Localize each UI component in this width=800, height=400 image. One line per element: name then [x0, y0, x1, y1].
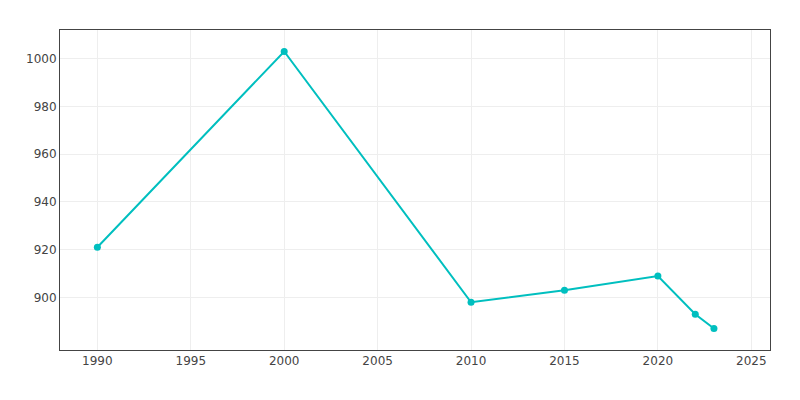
svg-text:1995: 1995: [176, 354, 207, 368]
svg-text:2025: 2025: [736, 354, 767, 368]
svg-text:2015: 2015: [549, 354, 580, 368]
svg-text:960: 960: [34, 147, 57, 161]
svg-text:2020: 2020: [643, 354, 674, 368]
svg-text:900: 900: [34, 291, 57, 305]
svg-text:2000: 2000: [269, 354, 300, 368]
svg-text:2010: 2010: [456, 354, 487, 368]
svg-text:1000: 1000: [26, 52, 57, 66]
svg-text:1990: 1990: [82, 354, 113, 368]
svg-text:940: 940: [34, 195, 57, 209]
svg-text:2005: 2005: [362, 354, 393, 368]
svg-text:980: 980: [34, 100, 57, 114]
svg-text:920: 920: [34, 243, 57, 257]
